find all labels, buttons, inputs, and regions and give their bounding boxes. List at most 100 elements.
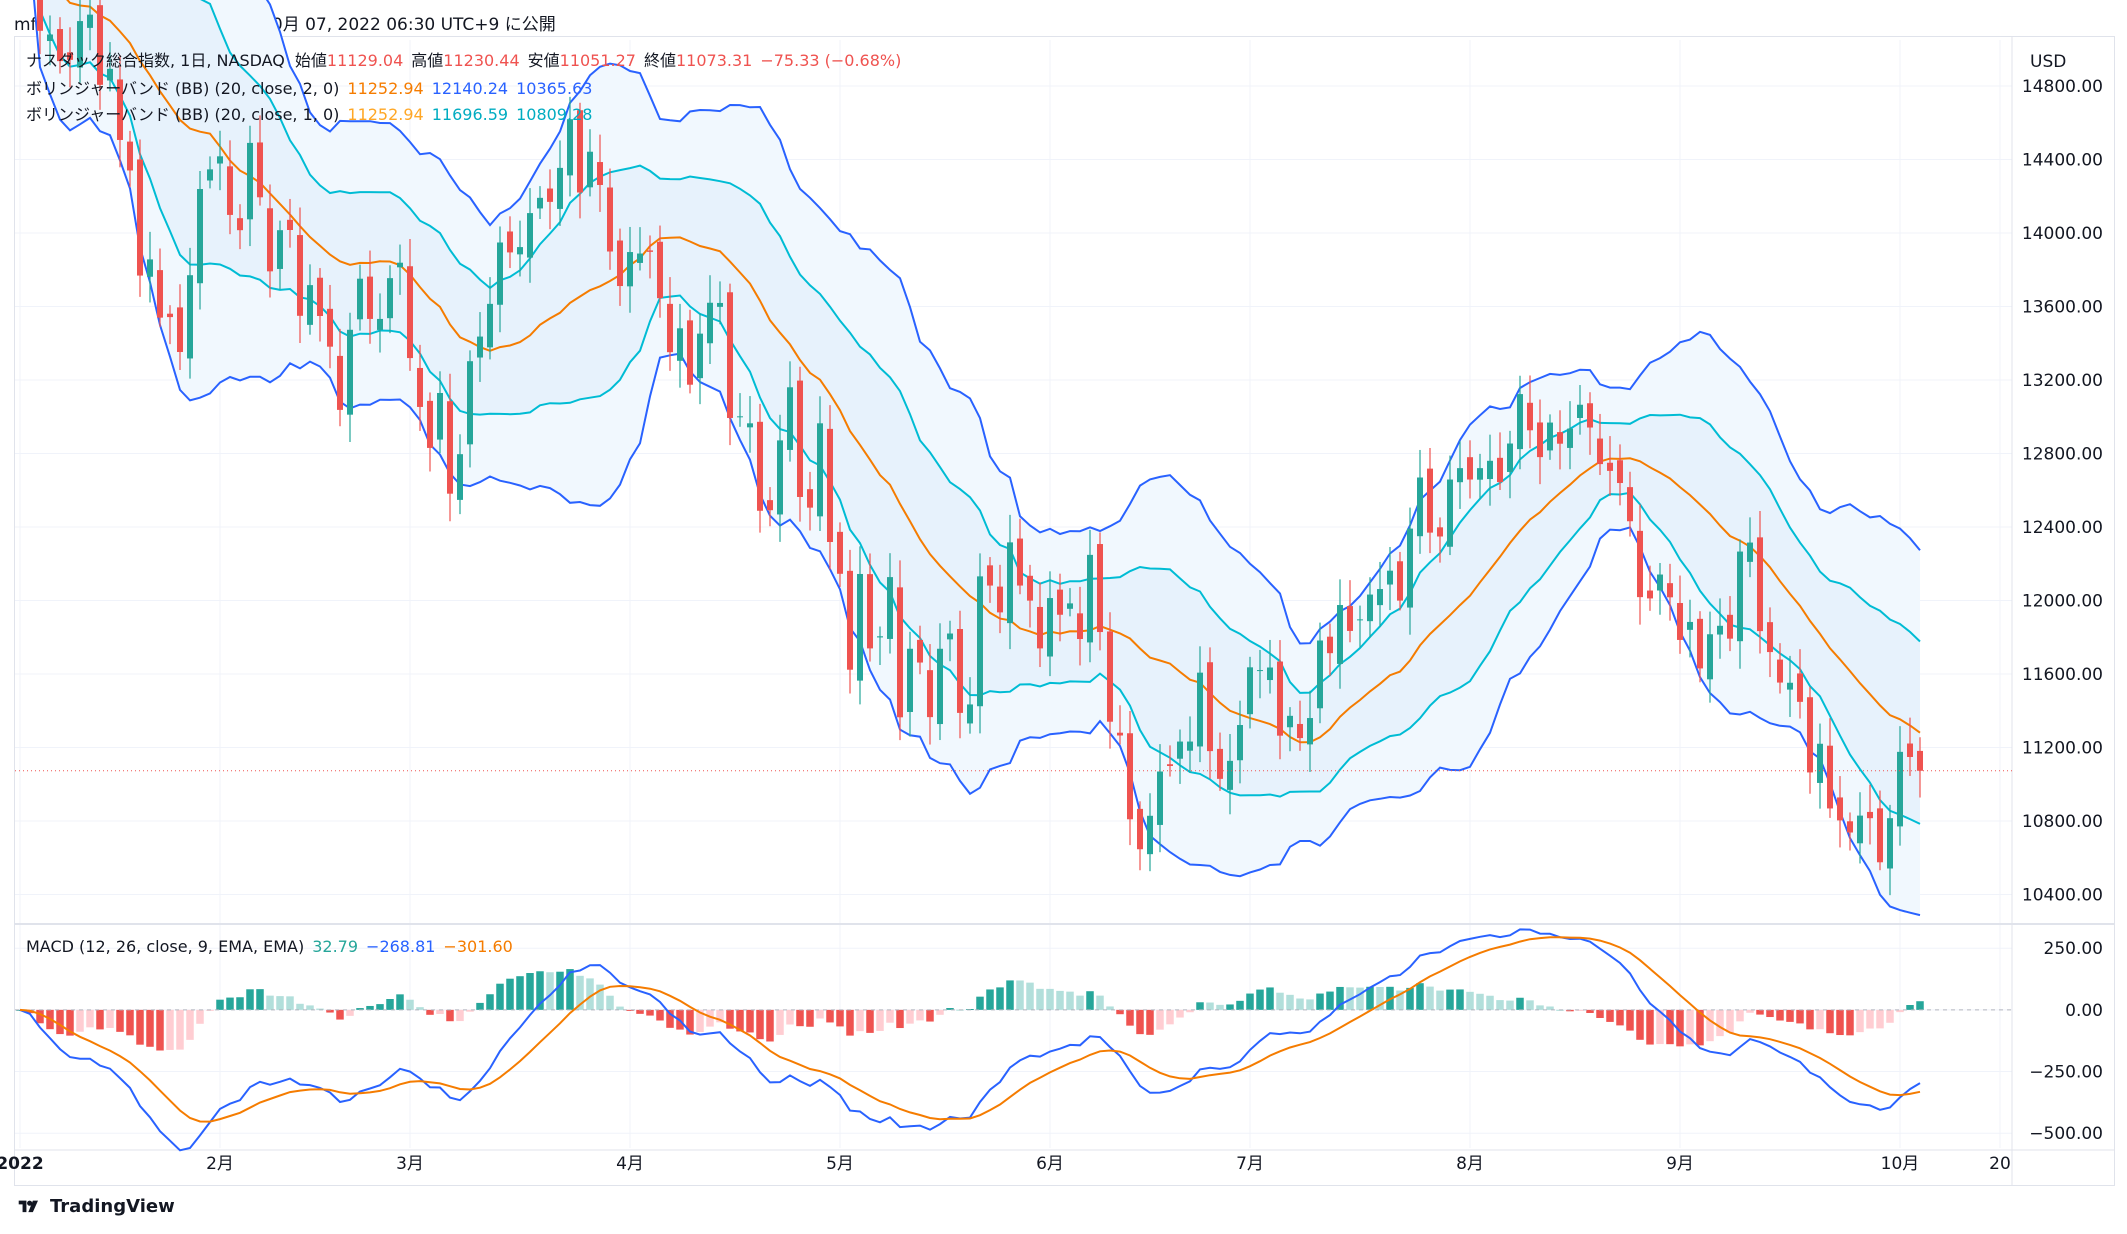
candle-body [1717, 625, 1723, 635]
macd-hist-bar [746, 1009, 754, 1033]
candle-body [587, 151, 593, 188]
macd-hist-bar [1036, 988, 1044, 1010]
candle-body [957, 629, 963, 713]
candle-body [1867, 811, 1873, 819]
legend-low-label: 安値 [527, 51, 560, 70]
macd-hist-bar [266, 995, 274, 1010]
macd-hist-bar [486, 994, 494, 1010]
tradingview-brand[interactable]: TradingView [14, 1196, 175, 1217]
candle-body [1177, 741, 1183, 759]
macd-hist-bar [1056, 990, 1064, 1010]
price-axis-tick: 12000.00 [2022, 591, 2103, 611]
macd-hist-bar [1576, 1009, 1584, 1011]
legend-close-label: 終値 [643, 51, 676, 70]
candle-body [1077, 613, 1083, 640]
macd-hist-bar [1266, 987, 1274, 1010]
candle-body [1257, 670, 1263, 672]
legend-bb2-name: ボリンジャーバンド (BB) (20, close, 2, 0) [26, 79, 340, 98]
macd-hist-bar [336, 1009, 344, 1020]
macd-hist-bar [1486, 995, 1494, 1010]
macd-hist-bar [1646, 1009, 1654, 1045]
candle-body [1877, 808, 1883, 863]
macd-hist-bar [56, 1009, 64, 1035]
macd-hist-bar [1126, 1009, 1134, 1026]
candle-body [1617, 460, 1623, 484]
macd-hist-bar [256, 989, 264, 1010]
macd-hist-bar [196, 1009, 204, 1024]
candle-body [457, 454, 463, 500]
time-axis-label: 5月 [826, 1154, 854, 1174]
time-axis-label: 8月 [1456, 1154, 1484, 1174]
macd-hist-bar [1286, 994, 1294, 1010]
candle-body [567, 119, 573, 176]
candle-body [267, 208, 273, 272]
candle-body [1477, 468, 1483, 480]
candle-body [557, 167, 563, 209]
candle-body [1327, 636, 1333, 654]
legend-bb1-upper: 11696.59 [431, 105, 509, 124]
macd-hist-bar [1416, 983, 1424, 1010]
candle-body [127, 141, 133, 171]
candle-body [1607, 462, 1613, 471]
candle-body [197, 189, 203, 284]
candle-body [1047, 598, 1053, 657]
candle-body [307, 285, 313, 325]
candle-body [137, 159, 143, 276]
macd-hist-bar [1666, 1009, 1674, 1045]
macd-hist-bar [1856, 1009, 1864, 1033]
price-axis-tick: 13600.00 [2022, 297, 2103, 317]
candle-body [1157, 771, 1163, 825]
bollinger-fill [34, 0, 1920, 916]
macd-hist-bar [626, 1009, 634, 1011]
candle-body [837, 531, 843, 574]
macd-hist-bar [776, 1009, 784, 1035]
candle-body [1897, 751, 1903, 827]
candle-body [977, 576, 983, 707]
candle-body [1337, 605, 1343, 664]
macd-hist-bar [496, 983, 504, 1010]
legend-macd-value: −268.81 [366, 937, 436, 956]
candle-body [1287, 715, 1293, 728]
candle-body [1467, 457, 1473, 480]
macd-hist-bar [426, 1009, 434, 1015]
time-axis-label: 4月 [616, 1154, 644, 1174]
macd-hist-bar [766, 1009, 774, 1042]
macd-hist-bar [236, 997, 244, 1010]
macd-hist-bar [1406, 987, 1414, 1010]
candle-body [1107, 631, 1113, 722]
candle-body [547, 188, 553, 202]
macd-hist-bar [176, 1009, 184, 1050]
candle-body [287, 219, 293, 230]
macd-hist-bar [156, 1009, 164, 1051]
candle-body [657, 241, 663, 299]
macd-hist-bar [756, 1009, 764, 1040]
candle-body [1777, 659, 1783, 683]
macd-hist-bar [96, 1009, 104, 1030]
macd-hist-bar [1276, 992, 1284, 1010]
candle-body [1237, 725, 1243, 761]
time-axis-label: 10月 [1881, 1154, 1920, 1174]
candle-body [167, 313, 173, 318]
candle-body [1027, 575, 1033, 601]
macd-hist-bar [986, 989, 994, 1010]
macd-hist-bar [1316, 993, 1324, 1010]
macd-hist-bar [406, 999, 414, 1010]
candle-body [537, 197, 543, 209]
candle-body [847, 570, 853, 670]
macd-hist-bar [1846, 1009, 1854, 1036]
candle-body [767, 500, 773, 511]
macd-hist-bar [656, 1009, 664, 1021]
candle-body [667, 303, 673, 353]
macd-hist-bar [936, 1009, 944, 1015]
macd-hist-bar [1436, 990, 1444, 1010]
macd-hist-bar [166, 1009, 174, 1050]
candle-body [1517, 394, 1523, 450]
macd-hist-bar [1306, 999, 1314, 1010]
legend-bb2-upper: 12140.24 [431, 79, 509, 98]
macd-axis-tick: −250.00 [2029, 1063, 2103, 1083]
macd-hist-bar [896, 1009, 904, 1029]
candle-body [47, 34, 53, 42]
macd-hist-bar [1136, 1009, 1144, 1035]
candle-body [1277, 661, 1283, 736]
